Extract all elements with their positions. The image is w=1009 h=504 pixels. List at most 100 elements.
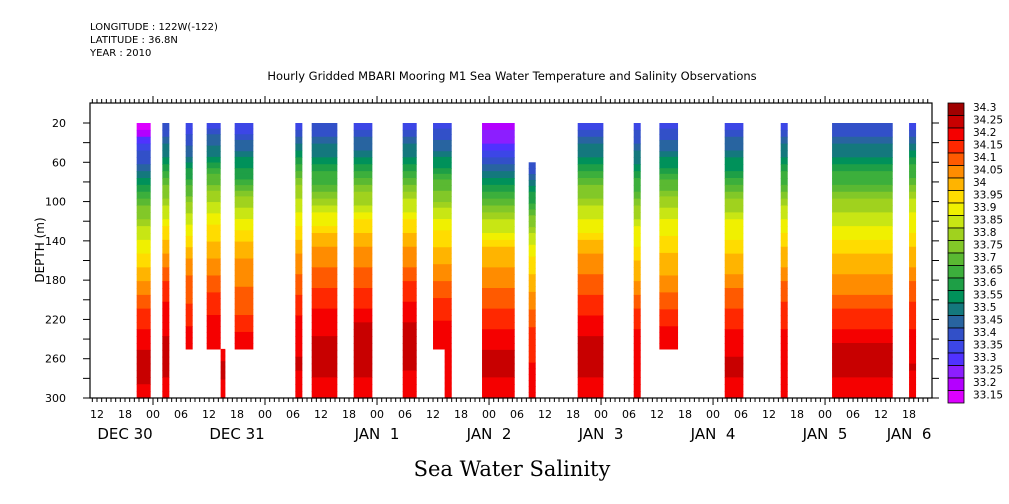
colorbar-swatch (947, 390, 965, 404)
salinity-cell (402, 129, 417, 138)
colorbar-swatch (947, 352, 965, 366)
salinity-cell (577, 129, 604, 138)
salinity-cell (724, 281, 744, 289)
salinity-cell (444, 355, 452, 357)
salinity-cell (528, 291, 536, 299)
salinity-cell (162, 191, 170, 200)
date-label: JAN 3 (578, 425, 624, 443)
salinity-cell (206, 269, 221, 277)
colorbar-label: 34.3 (973, 102, 996, 114)
year-label: YEAR : 2010 (90, 48, 152, 59)
salinity-cell (234, 292, 254, 299)
x-tick-label: 18 (230, 408, 244, 421)
salinity-cell (162, 198, 170, 207)
salinity-cell (724, 329, 744, 337)
salinity-cell (482, 363, 515, 372)
plot-frame (89, 102, 933, 399)
salinity-cell (136, 123, 151, 131)
salinity-cell (162, 233, 170, 241)
salinity-cell (220, 356, 226, 359)
salinity-cell (633, 288, 641, 296)
salinity-cell (528, 274, 536, 281)
x-tick-label: 12 (202, 408, 216, 421)
salinity-cell (433, 235, 452, 243)
salinity-cell (311, 343, 338, 351)
salinity-cell (577, 233, 604, 241)
x-tick-label: 18 (790, 408, 804, 421)
salinity-cell (353, 239, 373, 248)
salinity-cell (162, 219, 170, 227)
colorbar-label: 34 (973, 177, 987, 189)
salinity-cell (295, 260, 303, 268)
salinity-cell (206, 337, 221, 344)
salinity-cell (577, 308, 604, 317)
salinity-cell (136, 171, 151, 179)
data-column (724, 123, 744, 399)
x-tick-label: 00 (594, 408, 608, 421)
salinity-cell (482, 212, 515, 220)
salinity-cell (577, 164, 604, 172)
salinity-cell (633, 136, 641, 145)
salinity-cell (220, 366, 226, 368)
salinity-cell (311, 391, 338, 399)
salinity-cell (482, 253, 515, 262)
salinity-cell (162, 157, 170, 165)
colorbar-swatch (947, 277, 965, 291)
colorbar-label: 33.3 (973, 352, 996, 364)
salinity-cell (780, 308, 788, 317)
salinity-cell (234, 213, 254, 220)
salinity-cell (633, 191, 641, 200)
data-column (909, 123, 917, 399)
salinity-cell (659, 286, 679, 294)
salinity-cell (220, 369, 226, 372)
salinity-cell (220, 394, 226, 397)
salinity-cell (724, 164, 744, 172)
salinity-cell (659, 298, 679, 305)
salinity-cell (659, 292, 679, 299)
salinity-cell (185, 185, 193, 192)
salinity-cell (444, 356, 452, 359)
salinity-cell (220, 375, 226, 378)
x-tick-label: 00 (146, 408, 160, 421)
salinity-cell (482, 274, 515, 282)
salinity-cell (577, 356, 604, 365)
salinity-cell (444, 372, 452, 375)
salinity-cell (206, 128, 221, 135)
salinity-cell (162, 205, 170, 213)
salinity-cell (295, 184, 303, 193)
salinity-cell (577, 123, 604, 131)
salinity-cell (353, 157, 373, 165)
salinity-cell (136, 356, 151, 365)
salinity-cell (633, 343, 641, 351)
salinity-cell (185, 134, 193, 141)
data-column (444, 348, 452, 399)
salinity-cell (136, 164, 151, 172)
salinity-cell (185, 275, 193, 282)
salinity-cell (295, 322, 303, 330)
salinity-cell (220, 384, 226, 387)
colorbar-label: 34.15 (973, 140, 1003, 152)
salinity-cell (402, 384, 417, 392)
salinity-cell (528, 297, 536, 305)
colorbar: 34.334.2534.234.1534.134.053433.9533.933… (947, 102, 1003, 404)
salinity-cell (162, 171, 170, 179)
salinity-cell (659, 230, 679, 237)
salinity-cell (136, 253, 151, 262)
salinity-cell (577, 274, 604, 282)
colorbar-label: 34.1 (973, 152, 996, 164)
salinity-cell (528, 280, 536, 287)
salinity-cell (724, 343, 744, 351)
salinity-cell (433, 337, 452, 344)
salinity-cell (433, 320, 452, 327)
colorbar-swatch (947, 202, 965, 216)
salinity-cell (659, 196, 679, 203)
salinity-cell (185, 258, 193, 265)
salinity-cell (433, 241, 452, 248)
salinity-cell (780, 294, 788, 303)
salinity-cell (353, 349, 373, 358)
salinity-cell (909, 322, 917, 330)
salinity-cell (295, 123, 303, 131)
salinity-cell (311, 239, 338, 248)
salinity-cell (909, 171, 917, 179)
data-column (220, 348, 226, 399)
